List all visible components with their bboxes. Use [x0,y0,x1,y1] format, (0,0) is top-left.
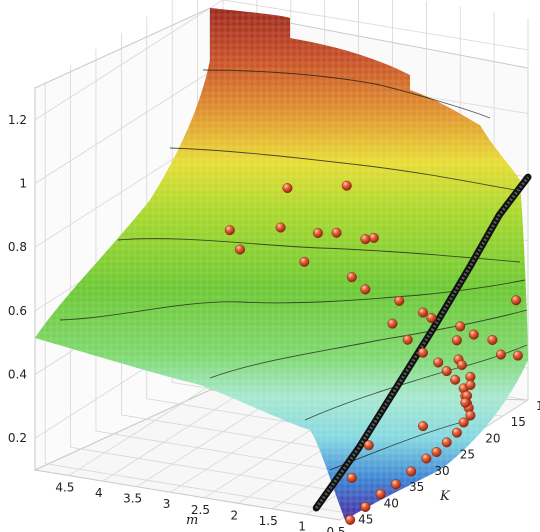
scatter-point [441,366,452,377]
x-tick-label: 2.5 [191,503,210,517]
z-axis: 0.2 0.4 0.6 0.8 1 1.2 [8,113,27,445]
z-tick-label: 1.2 [8,113,27,127]
scatter-point [331,227,342,238]
y-tick-label: 15 [511,415,526,429]
x-axis-label: m [186,513,198,528]
scatter-point [433,357,444,368]
scatter-point [360,234,371,245]
scatter-point [465,379,476,390]
scatter-point [451,335,462,346]
z-tick-label: 0.6 [8,304,27,318]
scatter-point [368,232,379,243]
scatter-point [390,479,401,490]
contour-line [202,69,491,119]
scatter-point [421,453,432,464]
x-tick-label: 0.5 [326,525,345,532]
scatter-point [387,318,398,329]
x-tick-label: 3.5 [123,492,142,506]
scatter-point [275,222,286,233]
scatter-point [299,256,310,267]
scatter-point [487,334,498,345]
scatter-point [456,359,467,370]
scatter-point [431,447,442,458]
scatter-point [426,312,437,323]
scatter-point [224,225,235,236]
scatter-point [282,183,293,194]
y-tick-label: 20 [485,431,500,445]
x-axis: 0.5 1 1.5 2 2.5 3 3.5 4 4.5 [55,481,345,532]
scatter-point [234,244,245,255]
scatter-point [345,514,356,525]
z-tick-label: 1 [19,177,27,191]
scatter-point [417,307,428,318]
grid-line [70,65,376,498]
scatter-point [495,349,506,360]
x-tick-label: 4 [95,486,103,500]
y-axis-label: K [439,489,451,504]
scatter-point [363,440,374,451]
scatter-point [417,347,428,358]
scatter-points [224,180,523,525]
scatter-point [465,410,476,421]
scatter-point [450,374,461,385]
y-tick-label: 30 [434,464,449,478]
scatter-point [511,295,522,306]
y-tick-label: 40 [384,496,399,510]
x-tick-label: 1.5 [259,514,278,528]
contour-line [169,147,516,191]
scatter-point [512,350,523,361]
scatter-point [468,329,479,340]
scatter-point [417,421,428,432]
contour-line [209,309,528,379]
y-tick-label: 25 [460,448,475,462]
scatter-point [360,501,371,512]
scatter-point [341,180,352,191]
scatter-point [375,489,386,500]
y-tick-label: 10 [536,399,540,413]
x-tick-label: 3 [163,497,171,511]
scatter-point [346,272,357,283]
x-tick-label: 2 [231,508,239,522]
trajectory-line [312,173,532,512]
y-axis: 10 15 20 25 30 35 40 45 [358,399,540,527]
x-tick-label: 4.5 [55,481,74,495]
grid-line [95,49,402,482]
z-tick-label: 0.8 [8,240,27,254]
trajectory-highlight [315,176,530,509]
scatter-point [406,466,417,477]
z-tick-label: 0.4 [8,368,27,382]
scatter-point [451,427,462,438]
scatter-point [346,472,357,483]
scatter-point [441,437,452,448]
scatter-point [455,321,466,332]
scatter-point [458,417,469,428]
contour-line [117,238,521,263]
scatter-point [360,284,371,295]
y-tick-label: 45 [358,513,373,527]
grid-line [44,81,351,514]
y-tick-label: 35 [409,480,424,494]
z-tick-label: 0.2 [8,431,27,445]
x-tick-label: 1 [298,519,306,532]
scatter-point [394,295,405,306]
scatter-point [312,228,323,239]
contour-line [59,279,526,321]
scatter-point [460,397,471,408]
scatter-point [402,334,413,345]
surface-texture [35,8,528,520]
